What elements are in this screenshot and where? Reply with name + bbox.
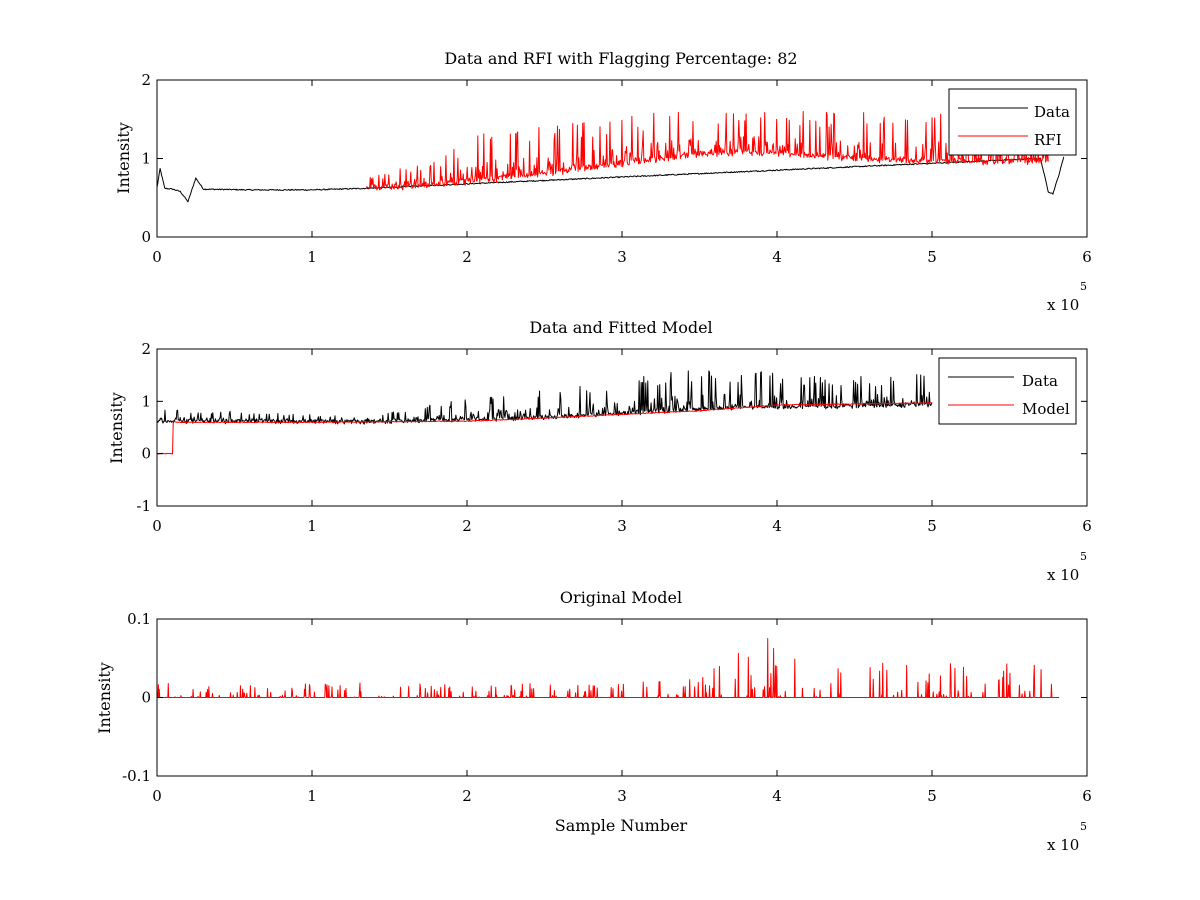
- panel-2-legend-label-model: Model: [1022, 400, 1070, 418]
- panel-3-x-multiplier: x 10: [1047, 836, 1079, 854]
- panel-3-xtick-label: 6: [1082, 787, 1092, 805]
- panel-3-xtick-label: 1: [307, 787, 317, 805]
- panel-1-legend-label-data: Data: [1034, 103, 1070, 121]
- panel-2-xtick-label: 0: [152, 517, 162, 535]
- panel-1-series: [156, 111, 1065, 203]
- panel-1-ytick-label: 0: [141, 228, 151, 246]
- panel-1-xtick-label: 3: [617, 248, 627, 266]
- panel-3-xtick-label: 4: [772, 787, 782, 805]
- panel-3-series-trace-line: [156, 637, 1060, 698]
- panel-1-series-data-line: [156, 156, 1065, 203]
- panel-2-x-exponent: 5: [1080, 550, 1087, 563]
- panel-2-xtick-label: 3: [617, 517, 627, 535]
- panel-2-xtick-label: 2: [462, 517, 472, 535]
- panel-2-ytick-label: 2: [141, 340, 151, 358]
- panel-1-series-rfi-line: [366, 111, 1049, 191]
- panel-3-ticks: 0 1 2 3 4 5 6-0.100.1: [122, 610, 1092, 805]
- panel-1-xtick-label: 5: [927, 248, 937, 266]
- panel-2-ylabel: Intensity: [107, 392, 126, 464]
- panel-1-x-exponent: 5: [1080, 280, 1087, 293]
- panel-1-xtick-label: 1: [307, 248, 317, 266]
- panel-2-legend: Data Model: [938, 357, 1077, 425]
- panel-1-xtick-label: 2: [462, 248, 472, 266]
- panel-2-ytick-label: 0: [141, 445, 151, 463]
- panel-1-xtick-label: 6: [1082, 248, 1092, 266]
- panel-3-title: Original Model: [560, 588, 682, 607]
- panel-1-x-multiplier: x 10: [1047, 296, 1079, 314]
- panel-3-xtick-label: 5: [927, 787, 937, 805]
- panel-3-series: [156, 637, 1060, 698]
- panel-3-xtick-label: 2: [462, 787, 472, 805]
- panel-1-ylabel: Intensity: [114, 122, 133, 194]
- panel-2-xtick-label: 6: [1082, 517, 1092, 535]
- panel-2-series: [156, 370, 933, 455]
- panel-1-title: Data and RFI with Flagging Percentage: 8…: [444, 49, 797, 68]
- panel-2-x-multiplier: x 10: [1047, 566, 1079, 584]
- panel-2-xtick-label: 5: [927, 517, 937, 535]
- panel-1-xtick-label: 0: [152, 248, 162, 266]
- panel-3-ytick-label: 0: [141, 689, 151, 707]
- panel-2-series-model-line: [156, 402, 933, 455]
- panel-1: Data and RFI with Flagging Percentage: 8…: [114, 49, 1092, 314]
- panel-1-ytick-label: 2: [141, 71, 151, 89]
- panel-2-ytick-label: 1: [141, 392, 151, 410]
- panel-2-legend-box: [938, 357, 1077, 425]
- panel-2-ytick-label: -1: [136, 497, 151, 515]
- panel-2-title: Data and Fitted Model: [529, 318, 712, 337]
- panel-3-xtick-label: 3: [617, 787, 627, 805]
- panel-3-x-exponent: 5: [1080, 820, 1087, 833]
- panel-1-legend-label-rfi: RFI: [1034, 131, 1062, 149]
- panel-2-legend-label-data: Data: [1022, 372, 1058, 390]
- panel-3-xlabel: Sample Number: [555, 816, 688, 835]
- panel-1-ticks: 0 1 2 3 4 5 6 0 1 2: [141, 71, 1091, 266]
- panel-2-xtick-label: 1: [307, 517, 317, 535]
- panel-1-xtick-label: 4: [772, 248, 782, 266]
- panel-1-ytick-label: 1: [141, 150, 151, 168]
- panel-3: Original Model 0 1 2 3 4 5 6-0.100.1 Intensity…: [95, 588, 1092, 854]
- panel-2-axes-frame: [156, 348, 1088, 507]
- panel-2-xtick-label: 4: [772, 517, 782, 535]
- panel-3-ytick-label: -0.1: [122, 767, 151, 785]
- panel-1-legend-box: [948, 88, 1077, 156]
- panel-3-ylabel: Intensity: [95, 662, 114, 734]
- panel-3-xtick-label: 0: [152, 787, 162, 805]
- panel-1-legend: Data RFI: [948, 88, 1077, 156]
- panel-3-ytick-label: 0.1: [127, 610, 151, 628]
